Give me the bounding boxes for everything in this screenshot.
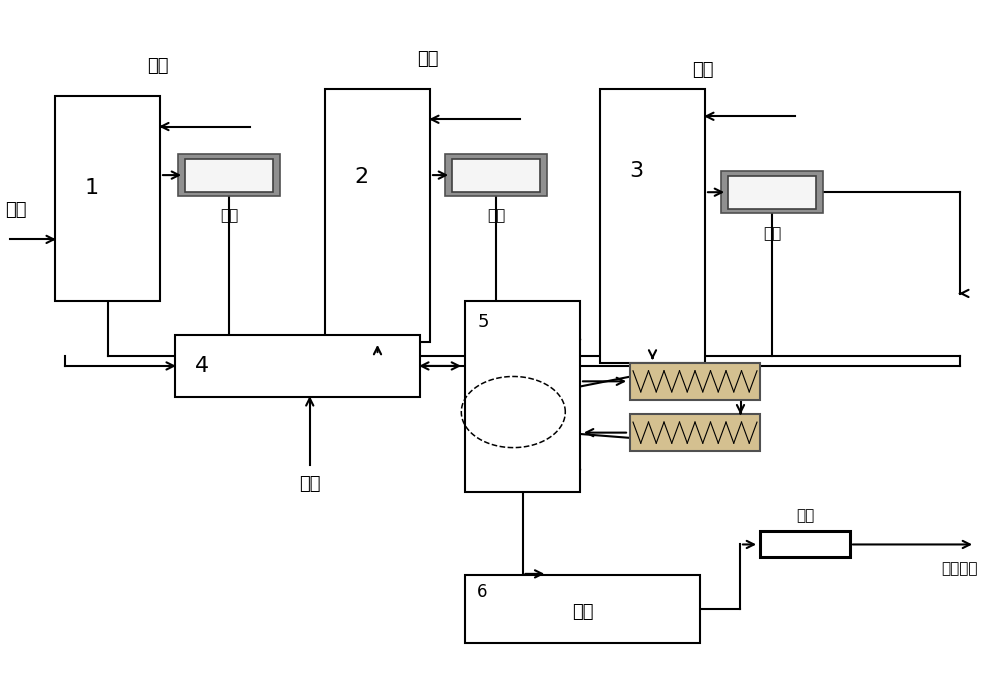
Text: 碱液: 碱液 <box>692 61 713 79</box>
Text: 1: 1 <box>85 178 99 198</box>
Bar <box>325 89 430 342</box>
Text: 加热: 加热 <box>572 603 593 621</box>
Bar <box>465 301 580 492</box>
Bar <box>760 531 850 557</box>
Bar <box>185 159 273 192</box>
Text: 3: 3 <box>630 161 644 181</box>
Bar <box>445 154 547 196</box>
Text: 碱液: 碱液 <box>417 51 438 68</box>
Bar <box>175 335 420 397</box>
Bar <box>600 89 705 363</box>
Text: 2: 2 <box>355 168 369 187</box>
Bar <box>630 414 760 451</box>
Text: 空气: 空气 <box>299 475 320 493</box>
Text: 碱液: 碱液 <box>147 57 168 75</box>
Text: 废气: 废气 <box>5 201 26 219</box>
Bar <box>452 159 540 192</box>
Text: 冷凝: 冷凝 <box>763 226 781 241</box>
Text: 冷凝: 冷凝 <box>487 209 505 224</box>
Bar <box>465 575 700 643</box>
Bar <box>178 154 280 196</box>
Text: 5: 5 <box>478 313 490 331</box>
Text: 冷凝: 冷凝 <box>796 508 814 523</box>
Bar <box>721 171 823 213</box>
Bar <box>630 363 760 400</box>
Text: 4: 4 <box>195 356 209 376</box>
Bar <box>728 176 816 209</box>
Text: 冷凝: 冷凝 <box>220 209 238 224</box>
Bar <box>55 96 160 301</box>
Text: 6: 6 <box>477 583 488 601</box>
Text: 二硫化碳: 二硫化碳 <box>942 562 978 577</box>
